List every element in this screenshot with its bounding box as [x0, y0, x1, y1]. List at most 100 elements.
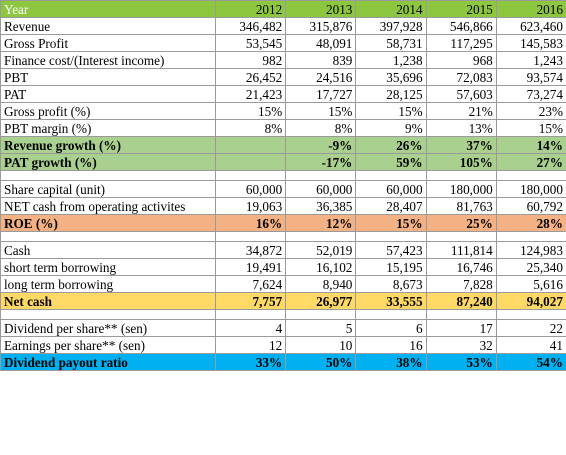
row-label: Dividend payout ratio — [0, 353, 216, 371]
table-body: Year 2012 2013 2014 2015 2016 Revenue 346… — [0, 0, 566, 371]
cell-value: 73,274 — [495, 85, 566, 103]
cell-value: 15% — [214, 102, 287, 120]
cell-value: 22 — [495, 319, 566, 337]
table-row: PAT 21,423 17,727 28,125 57,603 73,274 — [0, 85, 566, 103]
cell-value: 19,063 — [214, 197, 287, 215]
cell-value: 50% — [285, 353, 357, 371]
cell-value: 32 — [425, 336, 497, 354]
cell-value: 26,977 — [285, 292, 357, 310]
cell-value: 26,452 — [214, 68, 287, 86]
cell-value: 968 — [425, 51, 497, 69]
year-2016: 2016 — [495, 0, 566, 18]
row-label — [0, 231, 216, 242]
cell-value: 15% — [355, 214, 427, 232]
cell-value — [214, 136, 287, 154]
cell-value: 72,083 — [425, 68, 497, 86]
row-label: Revenue growth (%) — [0, 136, 216, 154]
row-label — [0, 170, 216, 181]
cell-value — [214, 153, 287, 171]
cell-value: 16% — [214, 214, 287, 232]
cell-value: 12% — [285, 214, 357, 232]
cell-value — [285, 231, 357, 242]
table-row: PBT margin (%) 8% 8% 9% 13% 15% — [0, 119, 566, 137]
table-row: NET cash from operating activites 19,063 3… — [0, 197, 566, 215]
row-label — [0, 309, 216, 320]
table-row: short term borrowing 19,491 16,102 15,195 16… — [0, 258, 566, 276]
table-row: PBT 26,452 24,516 35,696 72,083 93,574 — [0, 68, 566, 86]
cell-value — [425, 170, 497, 181]
cell-value — [214, 231, 287, 242]
cell-value: 26% — [355, 136, 427, 154]
cell-value: 54% — [495, 353, 566, 371]
cell-value: 15% — [285, 102, 357, 120]
table-row: Finance cost/(Interest income) 982 839 1,23… — [0, 51, 566, 69]
row-label: Share capital (unit) — [0, 180, 216, 198]
row-label: Gross profit (%) — [0, 102, 216, 120]
row-label: PBT — [0, 68, 216, 86]
year-2012: 2012 — [214, 0, 287, 18]
table-row: Revenue growth (%) -9% 26% 37% 14% — [0, 136, 566, 154]
cell-value: 23% — [495, 102, 566, 120]
cell-value: 8% — [285, 119, 357, 137]
cell-value — [214, 170, 287, 181]
cell-value: 5,616 — [495, 275, 566, 293]
cell-value: 27% — [495, 153, 566, 171]
header-row: Year 2012 2013 2014 2015 2016 — [0, 0, 566, 18]
cell-value: 28,407 — [355, 197, 427, 215]
cell-value: 60,792 — [495, 197, 566, 215]
cell-value: -9% — [285, 136, 357, 154]
cell-value: 16,746 — [425, 258, 497, 276]
cell-value: 7,757 — [214, 292, 287, 310]
cell-value: 41 — [495, 336, 566, 354]
cell-value: 57,423 — [355, 241, 427, 259]
cell-value — [285, 170, 357, 181]
row-label: Net cash — [0, 292, 216, 310]
year-2013: 2013 — [285, 0, 357, 18]
table-row: ROE (%) 16% 12% 15% 25% 28% — [0, 214, 566, 232]
cell-value: 13% — [425, 119, 497, 137]
table-row: Share capital (unit) 60,000 60,000 60,000 18… — [0, 180, 566, 198]
cell-value: 14% — [495, 136, 566, 154]
cell-value: 93,574 — [495, 68, 566, 86]
cell-value: 34,872 — [214, 241, 287, 259]
cell-value: 60,000 — [214, 180, 287, 198]
cell-value: 53% — [425, 353, 497, 371]
row-label: NET cash from operating activites — [0, 197, 216, 215]
cell-value: 48,091 — [285, 34, 357, 52]
row-label: PAT — [0, 85, 216, 103]
row-label: Dividend per share** (sen) — [0, 319, 216, 337]
cell-value — [285, 309, 357, 320]
row-label: ROE (%) — [0, 214, 216, 232]
cell-value — [495, 231, 566, 242]
financial-summary-table: Year 2012 2013 2014 2015 2016 Revenue 346… — [0, 0, 566, 371]
cell-value: 60,000 — [285, 180, 357, 198]
cell-value: 35,696 — [355, 68, 427, 86]
cell-value: 180,000 — [495, 180, 566, 198]
row-label: PAT growth (%) — [0, 153, 216, 171]
cell-value: 28% — [495, 214, 566, 232]
cell-value: 346,482 — [214, 17, 287, 35]
spacer-row — [0, 309, 566, 320]
cell-value: 7,828 — [425, 275, 497, 293]
cell-value: 21,423 — [214, 85, 287, 103]
cell-value: 623,460 — [495, 17, 566, 35]
cell-value: 124,983 — [495, 241, 566, 259]
cell-value: 15% — [495, 119, 566, 137]
cell-value: 117,295 — [425, 34, 497, 52]
cell-value: 19,491 — [214, 258, 287, 276]
cell-value: 839 — [285, 51, 357, 69]
cell-value: 25% — [425, 214, 497, 232]
table-row: Net cash 7,757 26,977 33,555 87,240 94,027 — [0, 292, 566, 310]
cell-value — [495, 309, 566, 320]
cell-value: 81,763 — [425, 197, 497, 215]
cell-value: 33% — [214, 353, 287, 371]
table-row: Dividend per share** (sen) 4 5 6 17 22 — [0, 319, 566, 337]
cell-value: 36,385 — [285, 197, 357, 215]
cell-value: 37% — [425, 136, 497, 154]
cell-value: 17 — [425, 319, 497, 337]
cell-value: 53,545 — [214, 34, 287, 52]
header-label: Year — [0, 0, 216, 18]
cell-value: 982 — [214, 51, 287, 69]
cell-value: 52,019 — [285, 241, 357, 259]
cell-value: 9% — [355, 119, 427, 137]
